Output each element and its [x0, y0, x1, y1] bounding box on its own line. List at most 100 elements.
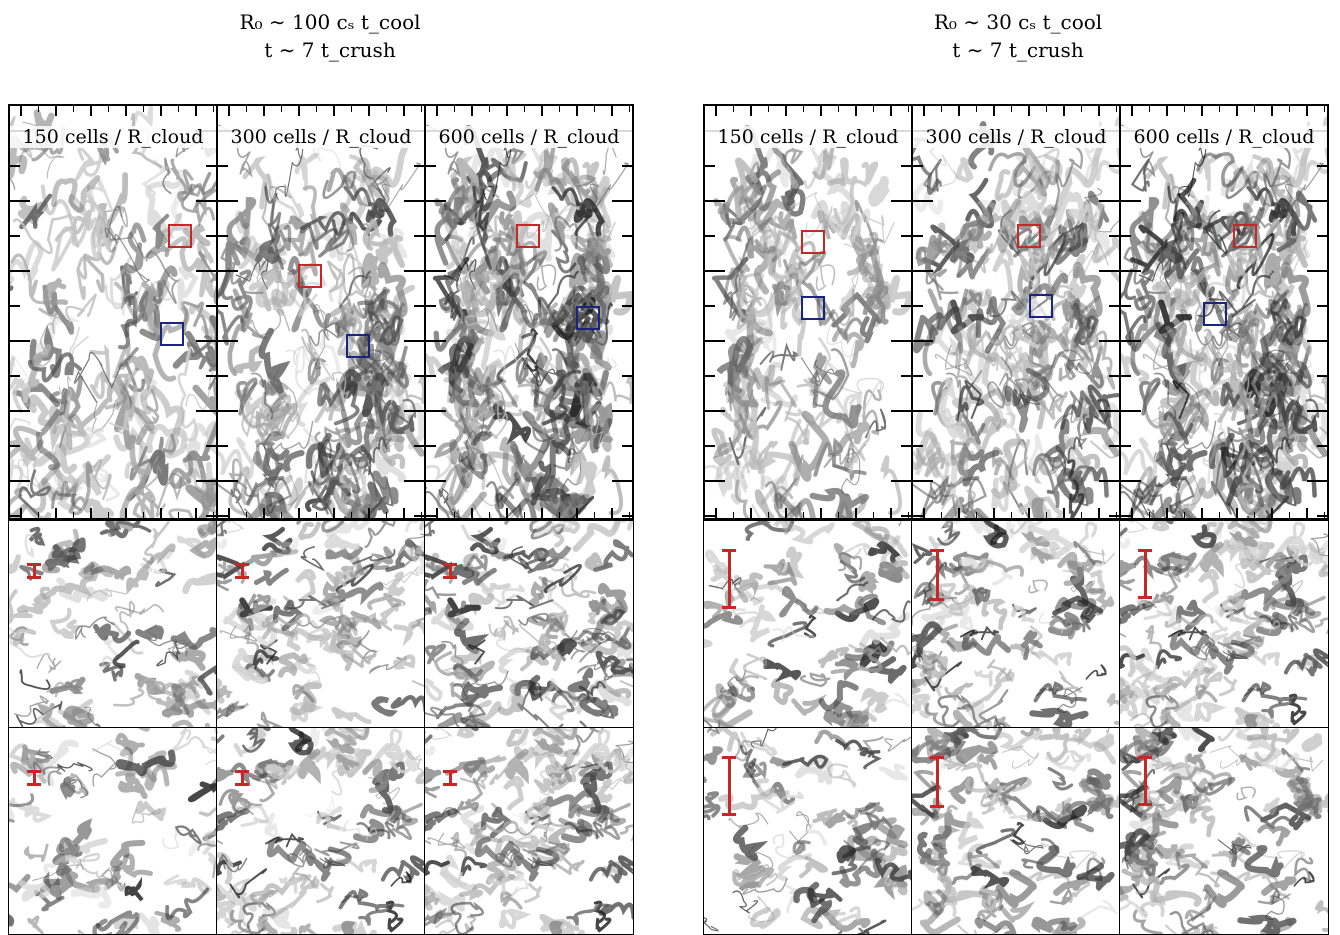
axis-tick [403, 508, 405, 518]
gas-density-map [218, 124, 424, 518]
scale-bar [443, 770, 457, 786]
axis-tick [107, 512, 109, 518]
scale-bar [27, 770, 41, 786]
gas-density-map [217, 521, 425, 727]
gas-density-map [912, 521, 1120, 727]
axis-tick [913, 340, 933, 342]
axis-tick [705, 200, 725, 202]
axis-tick [218, 445, 228, 447]
axis-tick [1317, 305, 1327, 307]
zoom-inset-blue-150-cells-group2 [703, 727, 913, 935]
axis-tick [993, 106, 995, 116]
axis-tick [612, 200, 632, 202]
axis-tick [426, 410, 446, 412]
axis-tick [622, 165, 632, 167]
axis-tick [837, 512, 839, 518]
axis-tick [1166, 508, 1168, 518]
axis-tick [913, 375, 923, 377]
axis-tick [218, 410, 238, 412]
axis-tick [218, 200, 238, 202]
axis-tick [820, 508, 822, 518]
zoom-inset-red-300-cells-group1 [216, 520, 426, 728]
zoom-inset-blue-150-cells-group1 [8, 727, 218, 935]
axis-tick [1121, 270, 1141, 272]
axis-tick [160, 106, 162, 116]
axis-tick [1028, 508, 1030, 518]
axis-tick [228, 106, 230, 116]
axis-tick [901, 375, 911, 377]
axis-tick [907, 106, 909, 112]
zoom-region-blue-marker [1029, 294, 1053, 318]
axis-tick [218, 515, 228, 517]
axis-tick [1109, 445, 1119, 447]
axis-tick [10, 270, 30, 272]
axis-tick [1271, 106, 1273, 116]
axis-tick [628, 512, 630, 518]
axis-tick [715, 106, 717, 116]
axis-tick [705, 270, 725, 272]
axis-tick [10, 165, 20, 167]
axis-tick [622, 515, 632, 517]
axis-tick [958, 106, 960, 116]
axis-tick [855, 106, 857, 116]
axis-tick [125, 508, 127, 518]
axis-tick [218, 375, 228, 377]
zoom-inset-red-150-cells-group1 [8, 520, 218, 728]
axis-tick [1323, 512, 1325, 518]
scale-bar [930, 756, 944, 808]
axis-tick [1306, 106, 1308, 116]
axis-tick [913, 200, 933, 202]
axis-tick [196, 410, 216, 412]
axis-tick [218, 270, 238, 272]
axis-tick [913, 410, 933, 412]
axis-tick [1307, 270, 1327, 272]
axis-tick [1099, 410, 1119, 412]
zoom-region-red-marker [1233, 224, 1257, 248]
right-title-line1: R₀ ∼ 30 cₛ t_cool [933, 10, 1103, 34]
gas-density-map [10, 106, 216, 518]
axis-tick [142, 106, 144, 112]
axis-tick [195, 106, 197, 116]
axis-tick [218, 340, 238, 342]
panel-main-150-cells-group1: 150 cells / R_cloud [8, 104, 218, 520]
zoom-region-red-marker [168, 224, 192, 248]
axis-tick [705, 235, 715, 237]
axis-tick [891, 270, 911, 272]
axis-tick [1183, 106, 1185, 112]
axis-tick [10, 340, 30, 342]
axis-tick [705, 305, 715, 307]
axis-tick [206, 375, 216, 377]
axis-tick [705, 410, 725, 412]
axis-tick [1148, 512, 1150, 518]
axis-tick [10, 235, 20, 237]
resolution-label: 600 cells / R_cloud [1121, 126, 1327, 148]
axis-tick [1010, 106, 1012, 112]
panel-main-300-cells-group2: 300 cells / R_cloud [911, 104, 1121, 520]
axis-tick [612, 270, 632, 272]
axis-tick [414, 305, 424, 307]
axis-tick [715, 508, 717, 518]
axis-tick [228, 508, 230, 518]
axis-tick [1045, 106, 1047, 112]
axis-tick [414, 375, 424, 377]
zoom-inset-blue-300-cells-group2 [911, 727, 1121, 935]
axis-tick [142, 512, 144, 518]
axis-tick [1201, 508, 1203, 518]
resolution-label: 600 cells / R_cloud [426, 126, 632, 148]
axis-tick [750, 508, 752, 518]
axis-tick [872, 512, 874, 518]
gas-density-map [426, 124, 632, 518]
axis-tick [160, 508, 162, 518]
right-title-line2: t ∼ 7 t_crush [952, 38, 1084, 62]
axis-tick [523, 512, 525, 518]
axis-tick [785, 106, 787, 116]
axis-tick [622, 305, 632, 307]
gas-density-map [705, 125, 911, 518]
axis-tick [1045, 512, 1047, 518]
axis-tick [263, 106, 265, 116]
axis-tick [558, 106, 560, 112]
axis-tick [1183, 512, 1185, 518]
axis-tick [622, 235, 632, 237]
axis-tick [385, 512, 387, 518]
axis-tick [705, 480, 725, 482]
